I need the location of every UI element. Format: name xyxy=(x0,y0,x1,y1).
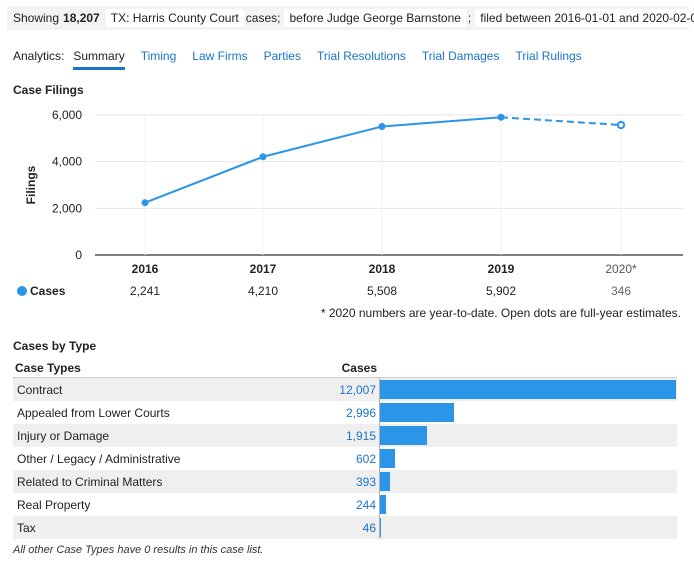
case-type-bar[interactable] xyxy=(380,449,395,468)
filter-separator: ; xyxy=(467,11,472,25)
tab-timing[interactable]: Timing xyxy=(140,49,177,63)
case-type-label: Real Property xyxy=(17,497,91,512)
case-count-link[interactable]: 602 xyxy=(355,451,376,466)
bar-cell xyxy=(379,424,677,447)
chart-footnote: * 2020 numbers are year-to-date. Open do… xyxy=(320,306,681,320)
data-point[interactable] xyxy=(378,122,386,130)
data-point[interactable] xyxy=(497,113,505,121)
case-count-link[interactable]: 393 xyxy=(355,474,376,489)
case-types-table: Case Types Cases Contract 12,007 Appealed … xyxy=(13,359,677,539)
y-tick-label: 0 xyxy=(75,248,82,262)
table-row[interactable]: Tax 46 xyxy=(13,516,677,539)
table-row[interactable]: Appealed from Lower Courts 2,996 xyxy=(13,401,677,424)
case-type-label: Appealed from Lower Courts xyxy=(17,405,170,420)
x-tick-label: 2019 xyxy=(488,262,515,276)
case-type-bar[interactable] xyxy=(380,472,390,491)
series-line-segment xyxy=(262,125,383,158)
tab-parties[interactable]: Parties xyxy=(263,49,301,63)
case-type-label: Tax xyxy=(17,520,36,535)
tab-trial-rulings[interactable]: Trial Rulings xyxy=(515,49,582,63)
table-note: All other Case Types have 0 results in t… xyxy=(13,544,264,556)
case-type-label: Related to Criminal Matters xyxy=(17,474,163,489)
series-line-segment xyxy=(381,116,502,128)
result-count: 18,207 xyxy=(63,11,100,25)
tab-law-firms[interactable]: Law Firms xyxy=(192,49,248,63)
case-type-bar[interactable] xyxy=(380,380,676,399)
tab-trial-damages[interactable]: Trial Damages xyxy=(421,49,500,63)
bar-cell xyxy=(379,516,677,539)
table-row[interactable]: Other / Legacy / Administrative 602 xyxy=(13,447,677,470)
judge-filter-chip[interactable]: before Judge George Barnstone xyxy=(284,9,466,27)
table-row[interactable]: Injury or Damage 1,915 xyxy=(13,424,677,447)
table-row[interactable]: Related to Criminal Matters 393 xyxy=(13,470,677,493)
case-type-label: Injury or Damage xyxy=(17,428,110,443)
y-tick-label: 4,000 xyxy=(52,155,82,169)
estimate-line-segment xyxy=(500,116,622,127)
tab-trial-resolutions[interactable]: Trial Resolutions xyxy=(316,49,406,63)
y-tick-label: 2,000 xyxy=(52,201,82,215)
analytics-label: Analytics: xyxy=(13,49,65,63)
y-tick-label: 6,000 xyxy=(52,108,82,122)
case-type-bar[interactable] xyxy=(380,426,427,445)
x-tick-label: 2017 xyxy=(250,262,277,276)
case-filings-title: Case Filings xyxy=(13,83,84,97)
date-filter-chip[interactable]: filed between 2016-01-01 and 2020-02-02 xyxy=(475,9,694,27)
case-type-bar[interactable] xyxy=(380,495,386,514)
series-line-segment xyxy=(144,155,264,204)
legend-label-cases: Cases xyxy=(30,284,66,298)
table-row[interactable]: Real Property 244 xyxy=(13,493,677,516)
analytics-nav: Analytics: Summary Timing Law Firms Part… xyxy=(13,49,598,70)
showing-prefix: Showing xyxy=(13,11,60,25)
court-filter-chip[interactable]: TX: Harris County Court xyxy=(105,9,244,27)
series-value-label: 2,241 xyxy=(130,284,160,298)
case-filings-chart: 0 2,000 4,000 6,000 Filings 2016 2,241 2017 4,21… xyxy=(17,108,683,298)
header-case-types: Case Types xyxy=(15,361,81,375)
tab-summary[interactable]: Summary xyxy=(73,49,125,70)
case-type-bar[interactable] xyxy=(380,518,381,537)
case-type-label: Contract xyxy=(17,382,63,397)
cases-by-type-title: Cases by Type xyxy=(13,339,97,353)
case-type-label: Other / Legacy / Administrative xyxy=(17,451,181,466)
case-count-link[interactable]: 12,007 xyxy=(339,382,376,397)
x-tick-label: 2020* xyxy=(605,262,637,276)
x-tick-label: 2018 xyxy=(369,262,396,276)
case-count-link[interactable]: 244 xyxy=(355,497,376,512)
header-cases: Cases xyxy=(341,361,377,375)
cases-word: cases; xyxy=(245,11,281,25)
legend-marker xyxy=(17,286,27,296)
case-count-link[interactable]: 46 xyxy=(362,520,376,535)
case-count-link[interactable]: 1,915 xyxy=(345,428,376,443)
y-axis-label: Filings xyxy=(24,165,38,204)
filter-summary-bar: Showing 18,207 TX: Harris County Court c… xyxy=(7,6,694,30)
table-header: Case Types Cases xyxy=(13,359,677,378)
estimate-point[interactable] xyxy=(616,120,626,130)
data-point[interactable] xyxy=(141,199,149,207)
bar-cell xyxy=(379,401,677,424)
case-count-link[interactable]: 2,996 xyxy=(345,405,376,420)
series-value-label: 346 xyxy=(611,284,631,298)
table-body: Contract 12,007 Appealed from Lower Courts… xyxy=(13,378,677,539)
bar-cell xyxy=(379,447,677,470)
x-tick-label: 2016 xyxy=(132,262,159,276)
series-value-label: 5,902 xyxy=(486,284,516,298)
bar-cell xyxy=(379,470,677,493)
bar-cell xyxy=(379,378,677,401)
series-value-label: 4,210 xyxy=(248,284,278,298)
series-value-label: 5,508 xyxy=(367,284,397,298)
table-row[interactable]: Contract 12,007 xyxy=(13,378,677,401)
bar-cell xyxy=(379,493,677,516)
case-type-bar[interactable] xyxy=(380,403,454,422)
data-point[interactable] xyxy=(259,153,267,161)
